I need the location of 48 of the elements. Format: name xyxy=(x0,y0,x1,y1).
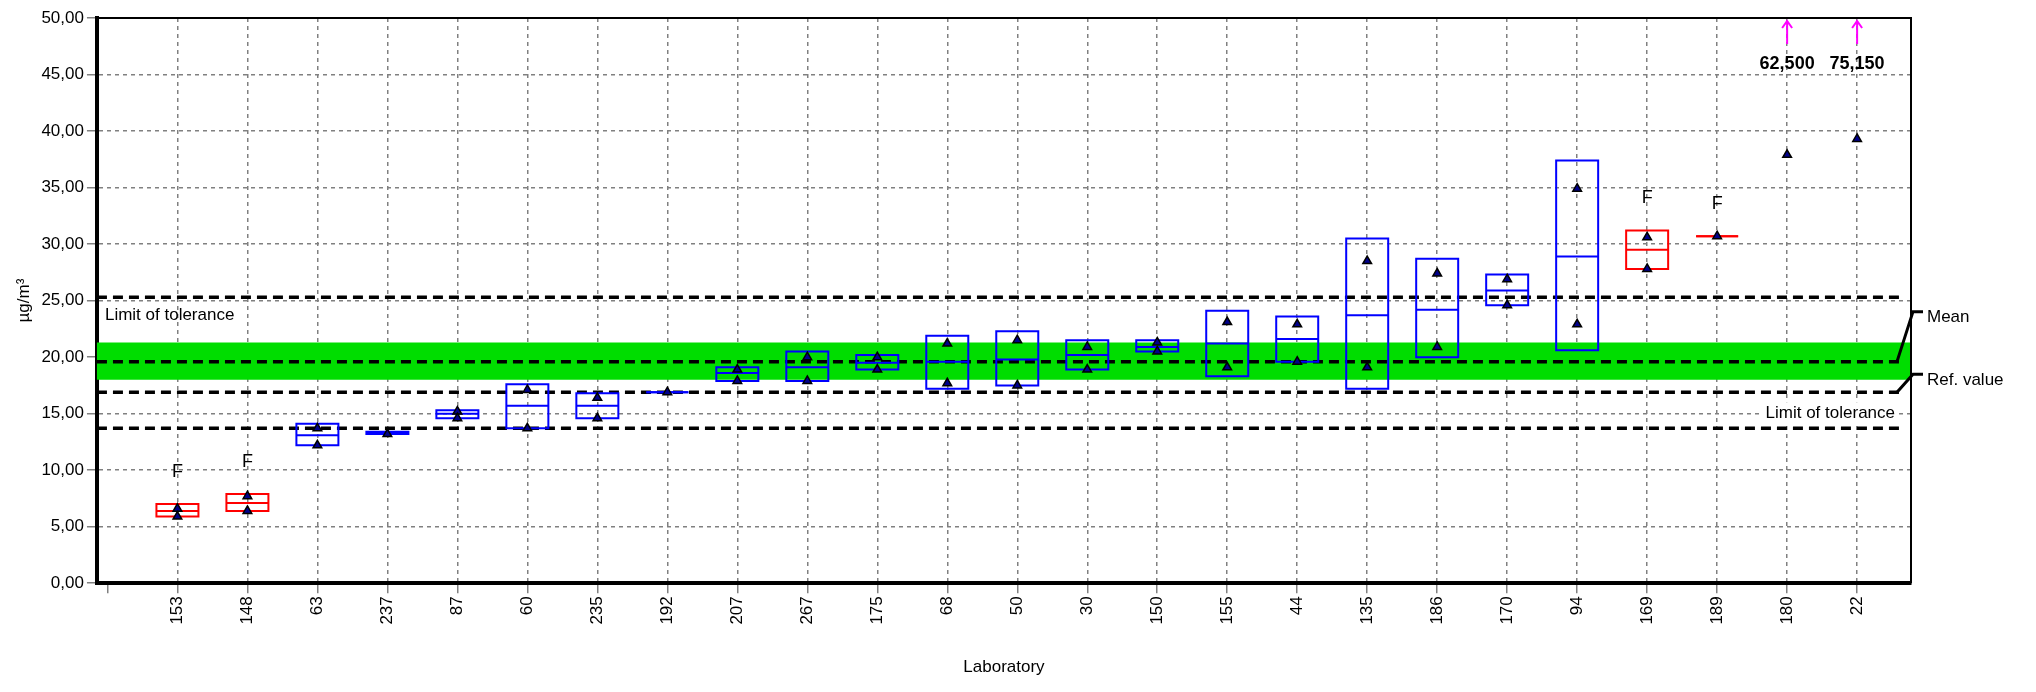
x-tick-label: 192 xyxy=(657,596,677,625)
x-tick-label: 68 xyxy=(936,596,956,616)
y-tick-label: 40,00 xyxy=(41,120,84,140)
annotation: F xyxy=(171,461,183,482)
annotation: F xyxy=(1641,187,1653,208)
ref-line-label: Mean xyxy=(1927,307,1970,327)
y-tick-label: 20,00 xyxy=(41,346,84,366)
annotation: F xyxy=(1711,193,1723,214)
x-axis-title: Laboratory xyxy=(963,657,1046,677)
ref-line-label: Limit of tolerance xyxy=(1765,402,1895,422)
ref-line-label: Limit of tolerance xyxy=(104,305,235,325)
x-tick-label: 237 xyxy=(377,596,397,625)
x-tick-label: 94 xyxy=(1566,596,1586,616)
y-tick-label: 25,00 xyxy=(41,290,84,310)
x-tick-label: 44 xyxy=(1286,596,1306,616)
x-tick-label: 150 xyxy=(1146,596,1166,625)
x-tick-label: 186 xyxy=(1426,596,1446,625)
x-tick-label: 170 xyxy=(1496,596,1516,625)
x-tick-label: 60 xyxy=(517,596,537,616)
ref-line-label: Ref. value xyxy=(1927,369,2004,389)
x-tick-label: 267 xyxy=(797,596,816,625)
x-tick-label: 153 xyxy=(167,596,187,625)
y-tick-label: 45,00 xyxy=(41,64,84,84)
x-tick-label: 50 xyxy=(1006,596,1026,616)
y-tick-label: 0,00 xyxy=(50,572,84,592)
annotation: 75,150 xyxy=(1829,52,1885,73)
x-tick-label: 207 xyxy=(727,596,747,625)
x-tick-label: 135 xyxy=(1356,596,1376,625)
y-tick-label: 50,00 xyxy=(41,7,84,27)
y-axis-title: µg/m³ xyxy=(13,278,33,323)
x-tick-label: 63 xyxy=(307,596,327,616)
y-tick-label: 30,00 xyxy=(41,233,84,253)
x-tick-label: 180 xyxy=(1776,596,1796,625)
x-tick-label: 22 xyxy=(1846,596,1866,616)
y-tick-label: 15,00 xyxy=(41,403,84,423)
x-tick-label: 169 xyxy=(1636,596,1656,625)
x-tick-label: 87 xyxy=(447,596,467,616)
x-tick-label: 175 xyxy=(866,596,886,625)
annotation: F xyxy=(241,450,253,471)
y-tick-label: 35,00 xyxy=(41,177,84,197)
x-tick-label: 189 xyxy=(1706,596,1726,625)
annotation: 62,500 xyxy=(1759,52,1815,73)
y-tick-label: 5,00 xyxy=(50,516,84,536)
x-tick-label: 235 xyxy=(587,596,607,625)
y-tick-label: 10,00 xyxy=(41,459,84,479)
x-tick-label: 148 xyxy=(237,596,257,625)
x-tick-label: 155 xyxy=(1216,596,1236,625)
x-tick-label: 30 xyxy=(1076,596,1096,616)
